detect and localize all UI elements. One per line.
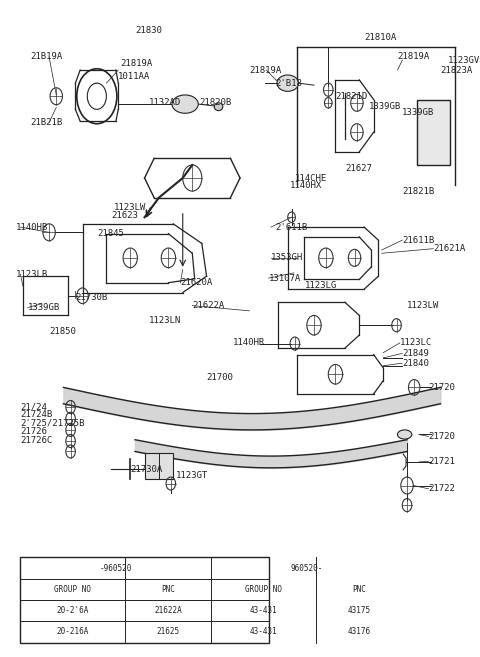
- Text: 960520-: 960520-: [290, 564, 323, 573]
- Text: 21819A: 21819A: [397, 53, 430, 62]
- Text: 21821D: 21821D: [336, 92, 368, 101]
- Text: 1132AD: 1132AD: [149, 99, 181, 107]
- Text: 2'611B: 2'611B: [276, 223, 308, 232]
- Text: 43-431: 43-431: [250, 627, 278, 637]
- Text: 2'725/21725B: 2'725/21725B: [21, 419, 85, 428]
- Text: 21810A: 21810A: [364, 33, 396, 42]
- Text: 21700: 21700: [206, 373, 233, 382]
- Text: 1123LG: 1123LG: [304, 281, 336, 290]
- Text: 21726C: 21726C: [21, 436, 53, 445]
- Text: 21623: 21623: [111, 212, 138, 221]
- Text: 21850: 21850: [49, 327, 76, 336]
- Ellipse shape: [277, 75, 299, 91]
- Text: PNC: PNC: [161, 585, 175, 594]
- Text: 1011AA: 1011AA: [118, 72, 151, 81]
- Text: 43-431: 43-431: [250, 606, 278, 615]
- Text: 21622A: 21622A: [155, 606, 182, 615]
- Text: 114CHE: 114CHE: [295, 173, 327, 183]
- Text: 21820B: 21820B: [199, 99, 232, 107]
- Text: 21730B: 21730B: [75, 293, 108, 302]
- Text: 21840: 21840: [402, 359, 429, 368]
- Text: 21830: 21830: [135, 26, 162, 35]
- Text: GROUP NO: GROUP NO: [245, 585, 282, 594]
- Text: 21B21B: 21B21B: [30, 118, 62, 127]
- Text: 43175: 43175: [348, 606, 371, 615]
- Text: 1123LN: 1123LN: [149, 316, 181, 325]
- Text: 20-2'6A: 20-2'6A: [57, 606, 89, 615]
- Text: 21849: 21849: [402, 349, 429, 358]
- Bar: [144, 453, 173, 479]
- Text: 21726: 21726: [21, 427, 48, 436]
- Text: 2'B18: 2'B18: [276, 79, 303, 87]
- Text: 1140HX: 1140HX: [290, 181, 323, 191]
- Text: 21620A: 21620A: [180, 278, 213, 287]
- Text: 21/24: 21/24: [21, 403, 48, 411]
- Text: 20-216A: 20-216A: [57, 627, 89, 637]
- Text: 1123GT: 1123GT: [176, 471, 208, 480]
- Text: 21627: 21627: [345, 164, 372, 173]
- Ellipse shape: [397, 430, 412, 439]
- Text: 21819A: 21819A: [250, 66, 282, 75]
- Text: 1339GB: 1339GB: [402, 108, 434, 117]
- Text: 1123GV: 1123GV: [447, 56, 480, 65]
- Bar: [417, 99, 450, 165]
- Text: 21730A: 21730A: [130, 464, 163, 474]
- Text: 21722: 21722: [429, 484, 456, 493]
- Text: 21621A: 21621A: [433, 244, 466, 253]
- Text: -960520: -960520: [100, 564, 132, 573]
- Text: 1123LW: 1123LW: [114, 203, 146, 212]
- Text: 1353GH: 1353GH: [271, 254, 303, 262]
- Text: 1123LB: 1123LB: [16, 270, 48, 279]
- Text: 21845: 21845: [97, 229, 124, 238]
- Text: 21720: 21720: [429, 383, 456, 392]
- Text: 21B19A: 21B19A: [30, 53, 62, 62]
- Text: PNC: PNC: [352, 585, 366, 594]
- Text: 1140HB: 1140HB: [16, 223, 48, 232]
- Text: 21622A: 21622A: [192, 301, 225, 310]
- Text: 21819A: 21819A: [120, 59, 153, 68]
- Text: 43176: 43176: [348, 627, 371, 637]
- Text: 1123LC: 1123LC: [400, 338, 432, 348]
- Text: 1339GB: 1339GB: [28, 303, 60, 312]
- Text: 21823A: 21823A: [441, 66, 473, 75]
- Text: 1140HR: 1140HR: [233, 338, 265, 348]
- Ellipse shape: [214, 102, 223, 110]
- Text: 1123LW: 1123LW: [407, 301, 439, 310]
- Text: 21720: 21720: [429, 432, 456, 441]
- Text: 21821B: 21821B: [402, 187, 434, 196]
- Text: 21625: 21625: [157, 627, 180, 637]
- Text: GROUP NO: GROUP NO: [54, 585, 92, 594]
- Text: 21611B: 21611B: [402, 236, 434, 244]
- Text: 21721: 21721: [429, 457, 456, 466]
- Bar: [21, 558, 269, 643]
- Ellipse shape: [172, 95, 198, 113]
- Text: 13107A: 13107A: [269, 273, 301, 283]
- Text: 1339GB: 1339GB: [369, 102, 401, 110]
- Text: 21724B: 21724B: [21, 411, 53, 419]
